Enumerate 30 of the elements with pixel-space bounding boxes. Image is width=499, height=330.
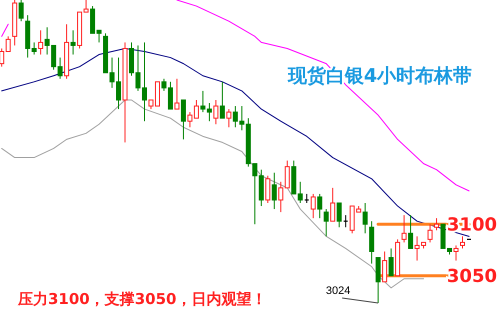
- candlestick: [272, 172, 277, 210]
- candlestick: [434, 218, 440, 231]
- candlestick: [38, 30, 44, 56]
- candlestick: [343, 214, 348, 228]
- candlestick: [226, 108, 232, 128]
- candlestick: [336, 202, 342, 228]
- candlestick: [18, 0, 24, 22]
- candlestick: [428, 224, 433, 243]
- candlestick: [317, 193, 322, 219]
- candlestick: [408, 214, 414, 249]
- candlestick: [402, 214, 407, 243]
- annotation: 3050: [446, 266, 497, 288]
- candlestick: [220, 81, 225, 119]
- candlestick: [304, 193, 310, 204]
- candlestick: [324, 208, 329, 237]
- candlestick: [70, 30, 76, 56]
- candlestick: [265, 175, 270, 204]
- candlestick: [382, 250, 388, 282]
- candlestick: [213, 99, 218, 125]
- annotation: 压力3100，支撑3050，日内观望！: [17, 290, 266, 308]
- candlestick: [180, 99, 186, 140]
- annotation: 3024: [326, 285, 350, 297]
- candlestick: [174, 78, 180, 110]
- candlestick: [388, 248, 394, 276]
- candlestick: [454, 244, 459, 262]
- candlestick: [310, 193, 316, 219]
- candlestick: [362, 202, 368, 234]
- annotation: 3100: [446, 214, 497, 236]
- candlestick: [330, 187, 336, 222]
- candlestick: [460, 236, 466, 249]
